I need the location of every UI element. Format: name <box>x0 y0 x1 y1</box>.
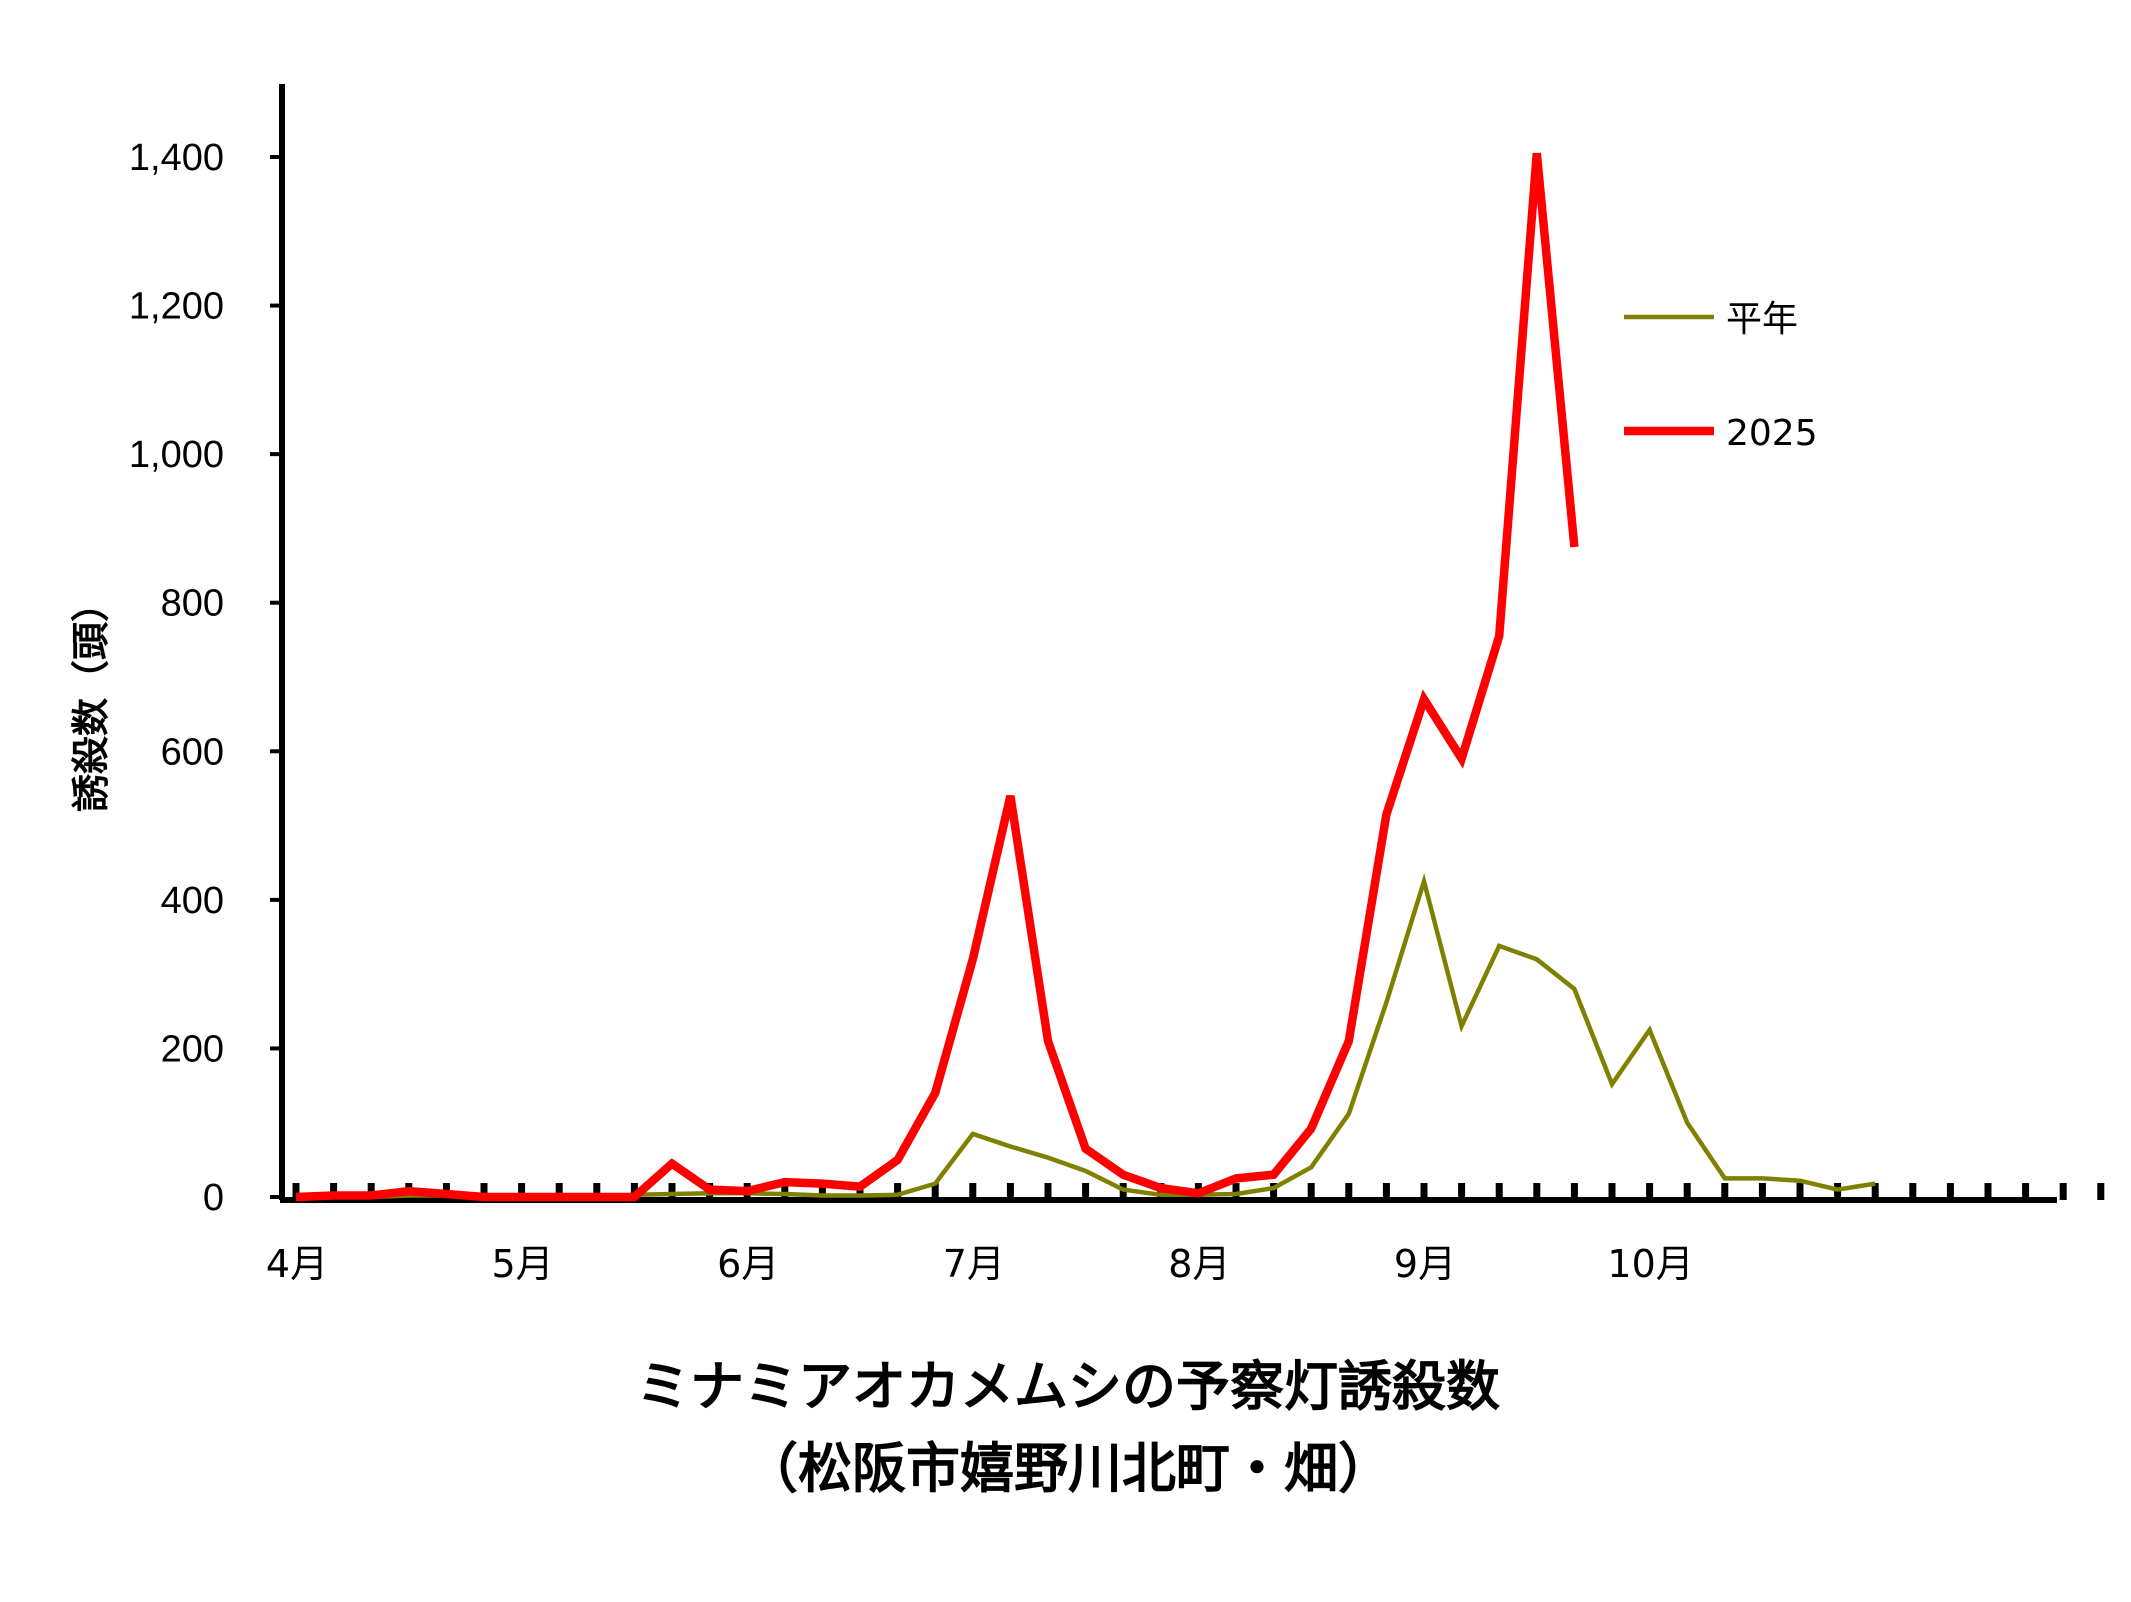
y-tick-label: 1,400 <box>129 137 224 179</box>
y-axis-label: 誘殺数（頭） <box>69 584 113 812</box>
y-tick-label: 0 <box>203 1177 224 1219</box>
y-tick-label: 1,200 <box>129 286 224 328</box>
x-tick-label: 5月 <box>492 1242 554 1286</box>
y-tick-label: 800 <box>161 583 224 625</box>
y-axis: 0 200 400 600 800 1,000 1,200 1,400 <box>129 84 285 1219</box>
chart-subtitle: （松阪市嬉野川北町・畑） <box>744 1437 1392 1500</box>
x-tick-label: 10月 <box>1607 1242 1693 1286</box>
y-tick-label: 600 <box>161 731 224 773</box>
y-tick-label: 200 <box>161 1028 224 1070</box>
x-tick-label: 7月 <box>943 1242 1005 1286</box>
y-tick-label: 400 <box>161 880 224 922</box>
x-tick-label: 8月 <box>1168 1242 1230 1286</box>
series-lines <box>295 152 1876 1202</box>
x-tick-label: 6月 <box>717 1242 779 1286</box>
series-line-2025 <box>295 152 1579 1202</box>
legend-label-2025: 2025 <box>1726 413 1818 454</box>
y-tick-label: 1,000 <box>129 434 224 476</box>
chart-title: ミナミアオカメムシの予察灯誘殺数 <box>636 1355 1500 1418</box>
x-tick-label: 4月 <box>266 1242 328 1286</box>
x-tick-label: 9月 <box>1394 1242 1456 1286</box>
legend: 平年 2025 <box>1624 299 1818 454</box>
legend-label-heinen: 平年 <box>1726 299 1798 340</box>
